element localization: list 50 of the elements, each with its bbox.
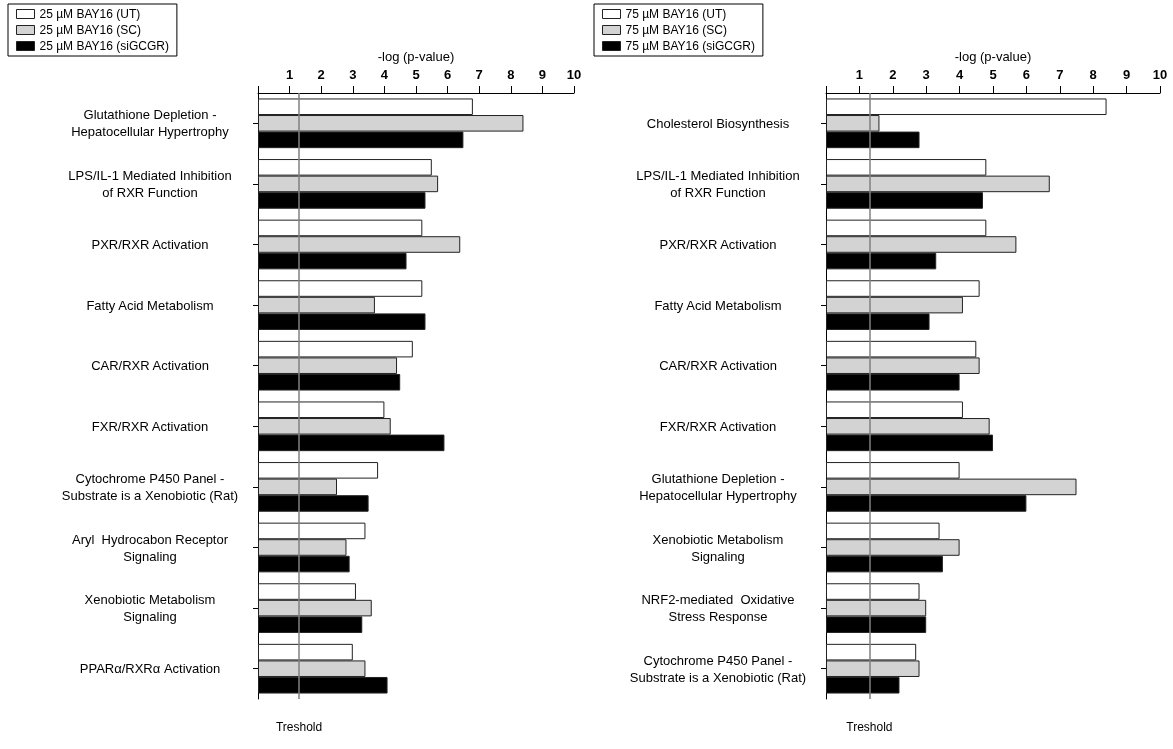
x-tick-label: 7: [475, 67, 483, 82]
y-tick-label: PXR/RXR Activation: [659, 237, 777, 252]
legend-label: 25 µM BAY16 (SC): [39, 23, 141, 37]
x-tick-label: 2: [889, 67, 897, 82]
x-tick-label: 7: [1056, 67, 1064, 82]
y-tick-label: FXR/RXR Activation: [91, 418, 209, 434]
x-tick-label: 6: [443, 67, 452, 82]
y-tick-label: Aryl Hydrocabon Receptor Signaling: [71, 531, 229, 564]
x-tick-label: 8: [507, 67, 515, 82]
legend-label: 75 µM BAY16 (SC): [625, 23, 727, 37]
x-tick-label: 10: [566, 67, 582, 82]
y-tick-label: LPS/IL-1 Mediated Inhibition of RXR Function: [636, 167, 800, 200]
x-tick-label: 5: [989, 67, 997, 82]
legend-label: 25 µM BAY16 (UT): [39, 7, 141, 21]
x-tick-label: 4: [380, 67, 389, 82]
ref-line-label: Treshold: [275, 720, 323, 734]
y-tick-label: NRF2-mediated Oxidative Stress Response: [641, 592, 795, 625]
y-tick-label: FXR/RXR Activation: [659, 418, 777, 434]
x-axis-title: -log (p-value): [954, 49, 1032, 64]
x-axis-title: -log (p-value): [377, 49, 455, 64]
y-tick-label: CAR/RXR Activation: [91, 358, 209, 374]
y-tick-label: PXR/RXR Activation: [91, 237, 209, 252]
x-tick-label: 3: [349, 67, 357, 82]
y-tick-label: Xenobiotic Metabolism Signaling: [84, 592, 216, 625]
x-tick-label: 1: [285, 67, 294, 82]
x-tick-label: 9: [538, 67, 547, 82]
y-tick-label: Cholesterol Biosynthesis: [646, 115, 790, 131]
x-tick-label: 1: [855, 67, 864, 82]
y-tick-label: Fatty Acid Metabolism: [86, 297, 214, 313]
legend-label: 25 µM BAY16 (siGCGR): [39, 39, 169, 53]
y-tick-label: LPS/IL-1 Mediated Inhibition of RXR Function: [68, 167, 232, 200]
x-tick-label: 5: [412, 67, 420, 82]
x-tick-label: 3: [922, 67, 930, 82]
x-tick-label: 2: [317, 67, 325, 82]
x-tick-label: 8: [1089, 67, 1097, 82]
y-tick-label: PPARα/RXRα Activation: [79, 661, 221, 677]
y-tick-label: CAR/RXR Activation: [659, 358, 777, 374]
ref-line-label: Treshold: [846, 720, 893, 734]
y-tick-label: Glutathione Depletion - Hepatocellular Hypertrophy: [639, 470, 798, 503]
y-tick-label: Cytochrome P450 Panel - Substrate is a Xenobiotic (Rat): [61, 470, 239, 503]
x-tick-label: 9: [1122, 67, 1131, 82]
y-tick-label: Fatty Acid Metabolism: [654, 297, 782, 313]
y-tick-label: Glutathione Depletion - Hepatocellular Hypertrophy: [71, 107, 230, 140]
legend-label: 75 µM BAY16 (UT): [625, 7, 727, 21]
y-tick-label: Xenobiotic Metabolism Signaling: [652, 531, 784, 564]
y-tick-label: Cytochrome P450 Panel - Substrate is a Xenobiotic (Rat): [629, 652, 807, 685]
x-tick-label: 6: [1022, 67, 1031, 82]
legend-label: 75 µM BAY16 (siGCGR): [625, 39, 755, 53]
x-tick-label: 4: [955, 67, 964, 82]
x-tick-label: 10: [1152, 67, 1168, 82]
